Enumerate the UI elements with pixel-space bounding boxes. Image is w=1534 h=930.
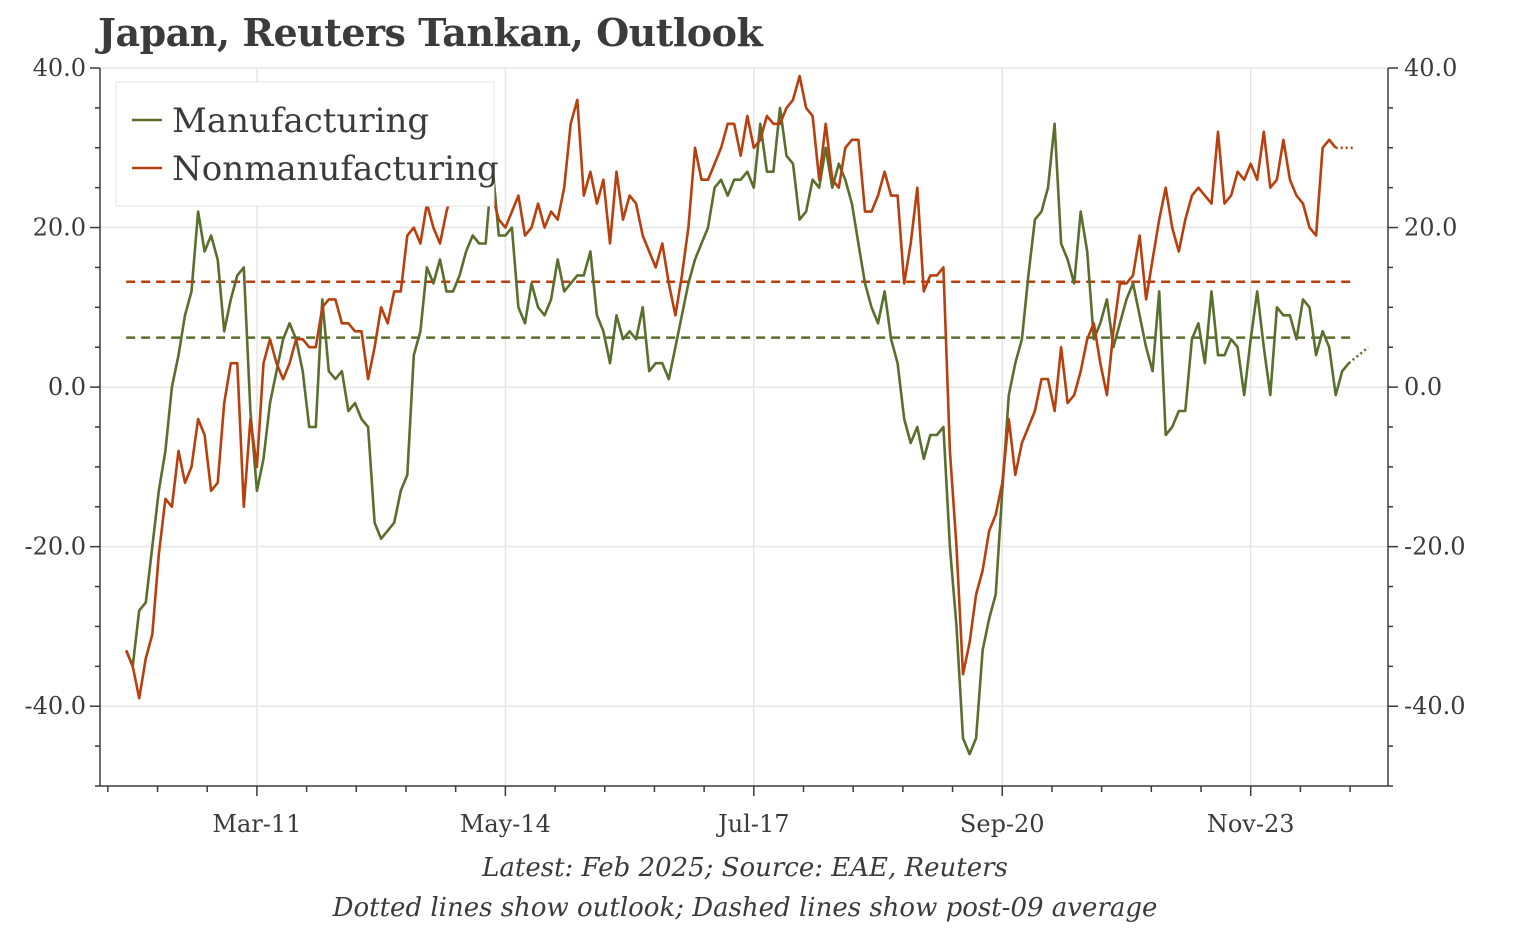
nonmanufacturing-legend-label: Nonmanufacturing	[172, 149, 499, 189]
average-lines	[126, 280, 1356, 339]
chart-svg: -40.0 -40.0 -20.0 -20.0 0.0 0.0 20.0 20.0 40.0 40…	[24, 54, 1465, 838]
y-tick-label-right: 0.0	[1404, 373, 1442, 401]
y-tick-label-left: -40.0	[24, 692, 86, 720]
source-caption: Latest: Feb 2025; Source: EAE, Reuters	[482, 853, 1008, 883]
note-caption: Dotted lines show outlook; Dashed lines …	[332, 893, 1158, 923]
series-layer	[124, 74, 1370, 756]
y-tick-label-left: 40.0	[33, 54, 86, 82]
x-tick-label: Nov-23	[1207, 810, 1295, 838]
y-tick-label-left: -20.0	[24, 533, 86, 561]
manufacturing-line	[124, 106, 1350, 756]
y-tick-label-right: -20.0	[1404, 533, 1466, 561]
y-tick-label-right: 40.0	[1404, 54, 1457, 82]
y-tick-label-right: 20.0	[1404, 214, 1457, 242]
legend-box	[115, 81, 495, 207]
x-tick-label: Jul-17	[715, 810, 789, 838]
nonmanufacturing-line	[124, 74, 1337, 700]
y-tick-label-right: -40.0	[1404, 692, 1466, 720]
axes-layer: -40.0 -40.0 -20.0 -20.0 0.0 0.0 20.0 20.0 40.0 40…	[24, 54, 1465, 838]
y-tick-label-left: 20.0	[33, 214, 86, 242]
manufacturing-legend-label: Manufacturing	[172, 101, 429, 141]
legend: Manufacturing Nonmanufacturing	[115, 81, 499, 207]
y-tick-label-left: 0.0	[48, 373, 86, 401]
x-tick-label: Mar-11	[212, 810, 301, 838]
manufacturing-outlook-line	[1347, 346, 1370, 365]
chart-title: Japan, Reuters Tankan, Outlook	[98, 10, 763, 55]
x-tick-label: Sep-20	[960, 810, 1045, 838]
x-tick-label: May-14	[460, 810, 551, 838]
